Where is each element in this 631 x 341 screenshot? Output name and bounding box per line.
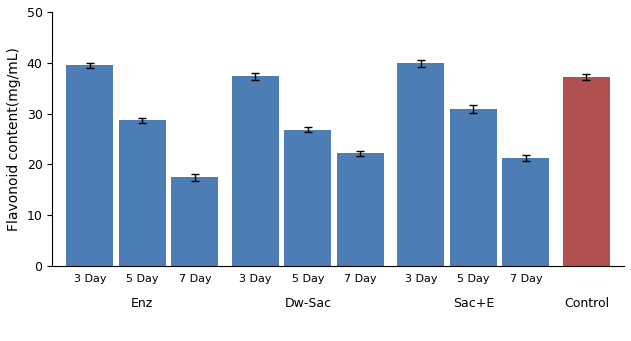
- Text: Control: Control: [564, 297, 609, 310]
- Text: Dw-Sac: Dw-Sac: [285, 297, 331, 310]
- Text: Enz: Enz: [131, 297, 153, 310]
- Bar: [66, 65, 114, 266]
- Bar: [337, 153, 384, 266]
- Y-axis label: Flavonoid content(mg/mL): Flavonoid content(mg/mL): [7, 47, 21, 231]
- Text: Sac+E: Sac+E: [452, 297, 494, 310]
- Bar: [232, 76, 279, 266]
- Bar: [398, 63, 444, 266]
- Bar: [119, 120, 166, 266]
- Bar: [450, 109, 497, 266]
- Bar: [502, 158, 550, 266]
- Bar: [171, 177, 218, 266]
- Bar: [285, 130, 331, 266]
- Bar: [563, 77, 610, 266]
